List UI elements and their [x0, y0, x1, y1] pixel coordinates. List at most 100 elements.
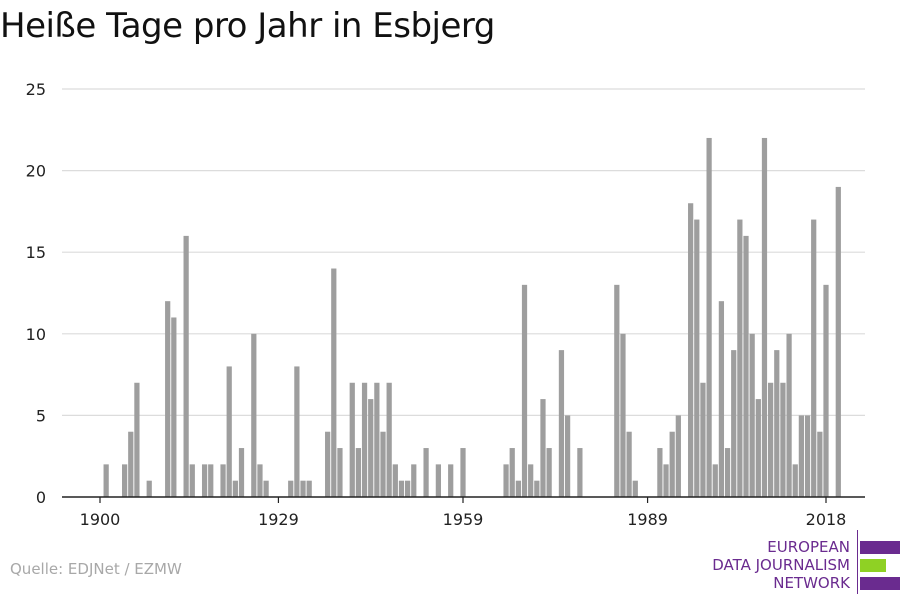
bar-2013: [792, 464, 798, 497]
bar-1957: [448, 464, 454, 497]
bar-1997: [694, 219, 700, 497]
bar-1985: [620, 333, 626, 497]
bar-2011: [780, 382, 786, 497]
y-tick-label: 20: [26, 162, 46, 181]
bar-1947: [386, 382, 392, 497]
bar-1992: [663, 464, 669, 497]
bar-1949: [398, 480, 405, 497]
bar-2005: [743, 235, 749, 497]
bar-2012: [786, 333, 792, 497]
bar-2016: [811, 219, 817, 497]
y-tick-label: 25: [26, 80, 46, 99]
bar-1994: [675, 415, 681, 497]
bar-2010: [774, 350, 780, 497]
bar-1917: [201, 464, 208, 497]
bar-2018: [823, 284, 829, 497]
bar-1959: [460, 448, 466, 497]
bar-1934: [306, 480, 312, 497]
bar-1993: [669, 431, 675, 497]
bar-1926: [257, 464, 263, 497]
bar-1970: [528, 464, 534, 497]
bar-1946: [380, 431, 386, 497]
bar-1966: [503, 464, 509, 497]
y-tick-label: 15: [26, 243, 46, 262]
bar-1941: [349, 382, 355, 497]
bar-1967: [509, 448, 515, 497]
bar-1911: [165, 301, 171, 497]
bar-1998: [700, 382, 706, 497]
bar-2015: [804, 415, 811, 497]
bar-1944: [368, 399, 374, 497]
bar-1937: [325, 431, 331, 497]
bar-2017: [817, 431, 823, 497]
bar-1942: [355, 448, 362, 497]
bar-1999: [706, 137, 712, 497]
x-tick-label: 2018: [806, 510, 847, 529]
y-tick-label: 0: [36, 488, 46, 507]
x-tick-label: 1929: [258, 510, 299, 529]
bar-1906: [134, 382, 140, 497]
bar-1927: [263, 480, 269, 497]
logo-divider: [857, 530, 858, 594]
bar-1914: [183, 235, 189, 497]
bar-1922: [232, 480, 238, 497]
x-tick-label: 1989: [627, 510, 668, 529]
bar-2007: [755, 399, 761, 497]
bar-1905: [128, 431, 134, 497]
bar-2004: [737, 219, 743, 497]
bar-1955: [435, 464, 441, 497]
logo-bar-top: [860, 541, 900, 554]
bar-1945: [374, 382, 380, 497]
bar-1921: [226, 366, 232, 497]
bar-2001: [718, 301, 725, 497]
bar-1939: [337, 448, 343, 497]
bar-1987: [632, 480, 638, 497]
source-note: Quelle: EDJNet / EZMW: [10, 560, 182, 578]
bar-1948: [392, 464, 398, 497]
bars: [103, 137, 841, 498]
bar-2020: [835, 186, 841, 498]
bar-1972: [540, 399, 546, 497]
bar-2000: [712, 464, 718, 497]
bar-1996: [688, 203, 694, 498]
bar-1991: [657, 448, 663, 497]
chart-title: Heiße Tage pro Jahr in Esbjerg: [0, 6, 495, 46]
bar-2014: [798, 415, 804, 497]
bar-2006: [749, 333, 755, 497]
bar-1978: [577, 448, 583, 497]
bar-2003: [731, 350, 737, 497]
x-tick-label: 1900: [80, 510, 121, 529]
bar-1901: [103, 464, 109, 497]
bar-1912: [171, 317, 177, 497]
bar-1951: [411, 464, 417, 497]
bar-1920: [220, 464, 226, 497]
logo-text-european: EUROPEAN: [767, 538, 850, 556]
y-tick-label: 10: [26, 325, 46, 344]
bar-1931: [288, 480, 294, 497]
y-axis-ticks: 0 5 10 15 20 25: [26, 80, 46, 507]
bar-2002: [724, 448, 731, 497]
bar-1975: [558, 350, 565, 497]
bar-1918: [208, 464, 214, 497]
bar-1915: [189, 464, 195, 497]
bar-1932: [294, 366, 300, 497]
bar-1904: [122, 464, 128, 497]
bar-2009: [768, 382, 774, 497]
bar-1923: [238, 448, 245, 497]
bar-1950: [405, 480, 411, 497]
bar-1969: [521, 284, 528, 497]
x-tick-label: 1959: [443, 510, 484, 529]
edjnet-logo[interactable]: EUROPEAN DATA JOURNALISM NETWORK: [700, 530, 900, 594]
logo-bar-middle: [860, 559, 886, 572]
bar-1953: [423, 448, 429, 497]
bar-1925: [251, 333, 257, 497]
bar-1973: [546, 448, 552, 497]
y-tick-label: 5: [36, 406, 46, 425]
bar-1968: [515, 480, 521, 497]
bar-1986: [626, 431, 632, 497]
bar-1933: [300, 480, 306, 497]
bar-1943: [361, 382, 368, 497]
bar-2008: [761, 137, 768, 497]
bar-1976: [564, 415, 571, 497]
bar-1984: [614, 284, 620, 497]
